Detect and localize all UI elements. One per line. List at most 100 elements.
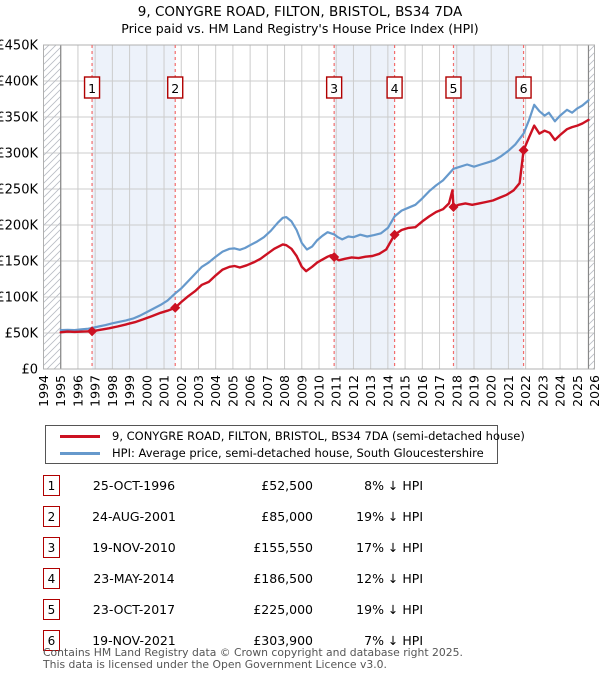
y-axis-tick-label: £0 <box>21 363 38 378</box>
sale-date: 19-NOV-2021 <box>92 633 176 648</box>
x-axis-tick-label: 2002 <box>174 375 189 407</box>
sale-marker <box>170 302 181 313</box>
x-axis-tick-label: 2019 <box>466 375 481 407</box>
no-data-hatch <box>588 45 595 369</box>
y-axis-tick-label: £250K <box>0 183 38 198</box>
x-axis-tick-label: 1995 <box>53 375 68 407</box>
x-axis-tick-label: 2011 <box>329 375 344 407</box>
table-row: 4 23-MAY-2014 £186,500 12% ↓ HPI <box>43 563 563 594</box>
sale-flag-number: 4 <box>391 81 399 96</box>
legend-item-property: 9, CONYGRE ROAD, FILTON, BRISTOL, BS34 7… <box>46 429 525 444</box>
sale-flag-box <box>515 76 532 99</box>
x-axis-tick-label: 2003 <box>191 375 206 407</box>
sale-marker <box>448 202 459 212</box>
y-axis-tick-label: £150K <box>0 255 38 270</box>
table-row: 2 24-AUG-2001 £85,000 19% ↓ HPI <box>43 501 563 532</box>
x-axis-tick-label: 2014 <box>380 375 395 407</box>
sale-flag-box <box>445 76 462 99</box>
sale-price: £155,550 <box>253 540 313 555</box>
x-axis-tick-label: 2021 <box>501 375 516 407</box>
x-axis-tick-label: 1999 <box>122 375 137 407</box>
x-axis-tick-label: 2020 <box>484 375 499 407</box>
legend-label-hpi: HPI: Average price, semi-detached house,… <box>112 446 484 460</box>
sale-marker <box>389 229 400 240</box>
sale-hpi-comparison: 12% ↓ HPI <box>356 571 423 586</box>
sales-table: 1 25-OCT-1996 £52,500 8% ↓ HPI 2 24-AUG-… <box>43 470 563 656</box>
sale-price: £303,900 <box>253 633 313 648</box>
sale-marker <box>518 145 529 156</box>
x-axis-tick-label: 2026 <box>587 375 600 407</box>
sale-number-badge: 4 <box>43 568 60 589</box>
chart-header: 9, CONYGRE ROAD, FILTON, BRISTOL, BS34 7… <box>0 4 600 37</box>
y-axis-tick-label: £300K <box>0 147 38 162</box>
table-row: 5 23-OCT-2017 £225,000 19% ↓ HPI <box>43 594 563 625</box>
sale-hpi-comparison: 7% ↓ HPI <box>364 633 423 648</box>
y-axis-tick-label: £50K <box>5 327 39 342</box>
sale-hpi-comparison: 19% ↓ HPI <box>356 602 423 617</box>
x-axis-tick-label: 2022 <box>518 375 533 407</box>
y-axis-tick-label: £100K <box>0 291 38 306</box>
x-axis-tick-label: 2000 <box>139 375 154 407</box>
license-footer: Contains HM Land Registry data © Crown c… <box>43 647 583 671</box>
footer-copyright-line: Contains HM Land Registry data © Crown c… <box>43 646 463 659</box>
x-axis-tick-label: 2016 <box>415 375 430 407</box>
ownership-band <box>92 45 176 369</box>
table-row: 1 25-OCT-1996 £52,500 8% ↓ HPI <box>43 470 563 501</box>
sale-date: 25-OCT-1996 <box>92 478 176 493</box>
x-axis-tick-label: 2015 <box>398 375 413 407</box>
sale-flag-box <box>386 76 403 99</box>
y-axis-tick-label: £200K <box>0 219 38 234</box>
ownership-band <box>334 45 395 369</box>
x-axis-tick-label: 1996 <box>70 375 85 407</box>
page-title: 9, CONYGRE ROAD, FILTON, BRISTOL, BS34 7… <box>137 4 463 20</box>
sale-flag-number: 3 <box>330 81 338 96</box>
page-subtitle: Price paid vs. HM Land Registry's House … <box>121 21 479 36</box>
y-axis-tick-label: £450K <box>0 39 38 54</box>
x-axis-tick-label: 2013 <box>363 375 378 407</box>
hpi-line <box>59 99 590 332</box>
sale-number-badge: 1 <box>43 475 60 496</box>
sale-flag-number: 2 <box>171 81 179 96</box>
y-axis-tick-label: £400K <box>0 75 38 90</box>
sale-marker <box>329 252 340 263</box>
sale-number-badge: 6 <box>43 630 60 651</box>
x-axis-tick-label: 2018 <box>449 375 464 407</box>
sale-date: 19-NOV-2010 <box>92 540 176 555</box>
sale-price: £85,000 <box>261 509 313 524</box>
sale-number-badge: 3 <box>43 537 60 558</box>
sale-flag-box <box>167 76 184 99</box>
x-axis-tick-label: 2023 <box>535 375 550 407</box>
sale-price: £186,500 <box>253 571 313 586</box>
sale-flag-box <box>325 76 343 99</box>
y-axis-tick-label: £350K <box>0 111 38 126</box>
property-line-swatch <box>60 434 100 438</box>
sale-date: 23-MAY-2014 <box>93 571 175 586</box>
x-axis-tick-label: 2025 <box>570 375 585 407</box>
sale-flag-number: 5 <box>450 81 458 96</box>
x-axis-tick-label: 2004 <box>208 375 223 407</box>
table-row: 6 19-NOV-2021 £303,900 7% ↓ HPI <box>43 625 563 656</box>
sale-marker <box>87 326 98 337</box>
x-axis-tick-label: 2006 <box>243 375 258 407</box>
sale-price: £225,000 <box>253 602 313 617</box>
sale-date: 24-AUG-2001 <box>92 509 176 524</box>
sale-number-badge: 2 <box>43 506 60 527</box>
x-axis-tick-label: 2005 <box>225 375 240 407</box>
sale-hpi-comparison: 8% ↓ HPI <box>364 478 423 493</box>
price-history-chart: 1 2 3 4 5 6 £0 £50K £100K £150K £200K £250K £300K £35… <box>0 39 600 407</box>
x-axis-tick-label: 2009 <box>294 375 309 407</box>
footer-licence-line: This data is licensed under the Open Gov… <box>43 658 387 671</box>
sale-flag-number: 6 <box>520 81 528 96</box>
x-axis-tick-label: 1997 <box>88 375 103 407</box>
x-axis-tick-label: 2007 <box>260 375 275 407</box>
legend-label-property: 9, CONYGRE ROAD, FILTON, BRISTOL, BS34 7… <box>112 429 525 443</box>
no-data-hatch <box>43 45 61 369</box>
table-row: 3 19-NOV-2010 £155,550 17% ↓ HPI <box>43 532 563 563</box>
legend-item-hpi: HPI: Average price, semi-detached house,… <box>46 446 497 461</box>
sale-number-badge: 5 <box>43 599 60 620</box>
sale-hpi-comparison: 17% ↓ HPI <box>356 540 423 555</box>
sale-price: £52,500 <box>261 478 313 493</box>
x-axis-tick-label: 1998 <box>105 375 120 407</box>
x-axis-tick-label: 2008 <box>277 375 292 407</box>
sale-flag-box <box>83 76 101 99</box>
